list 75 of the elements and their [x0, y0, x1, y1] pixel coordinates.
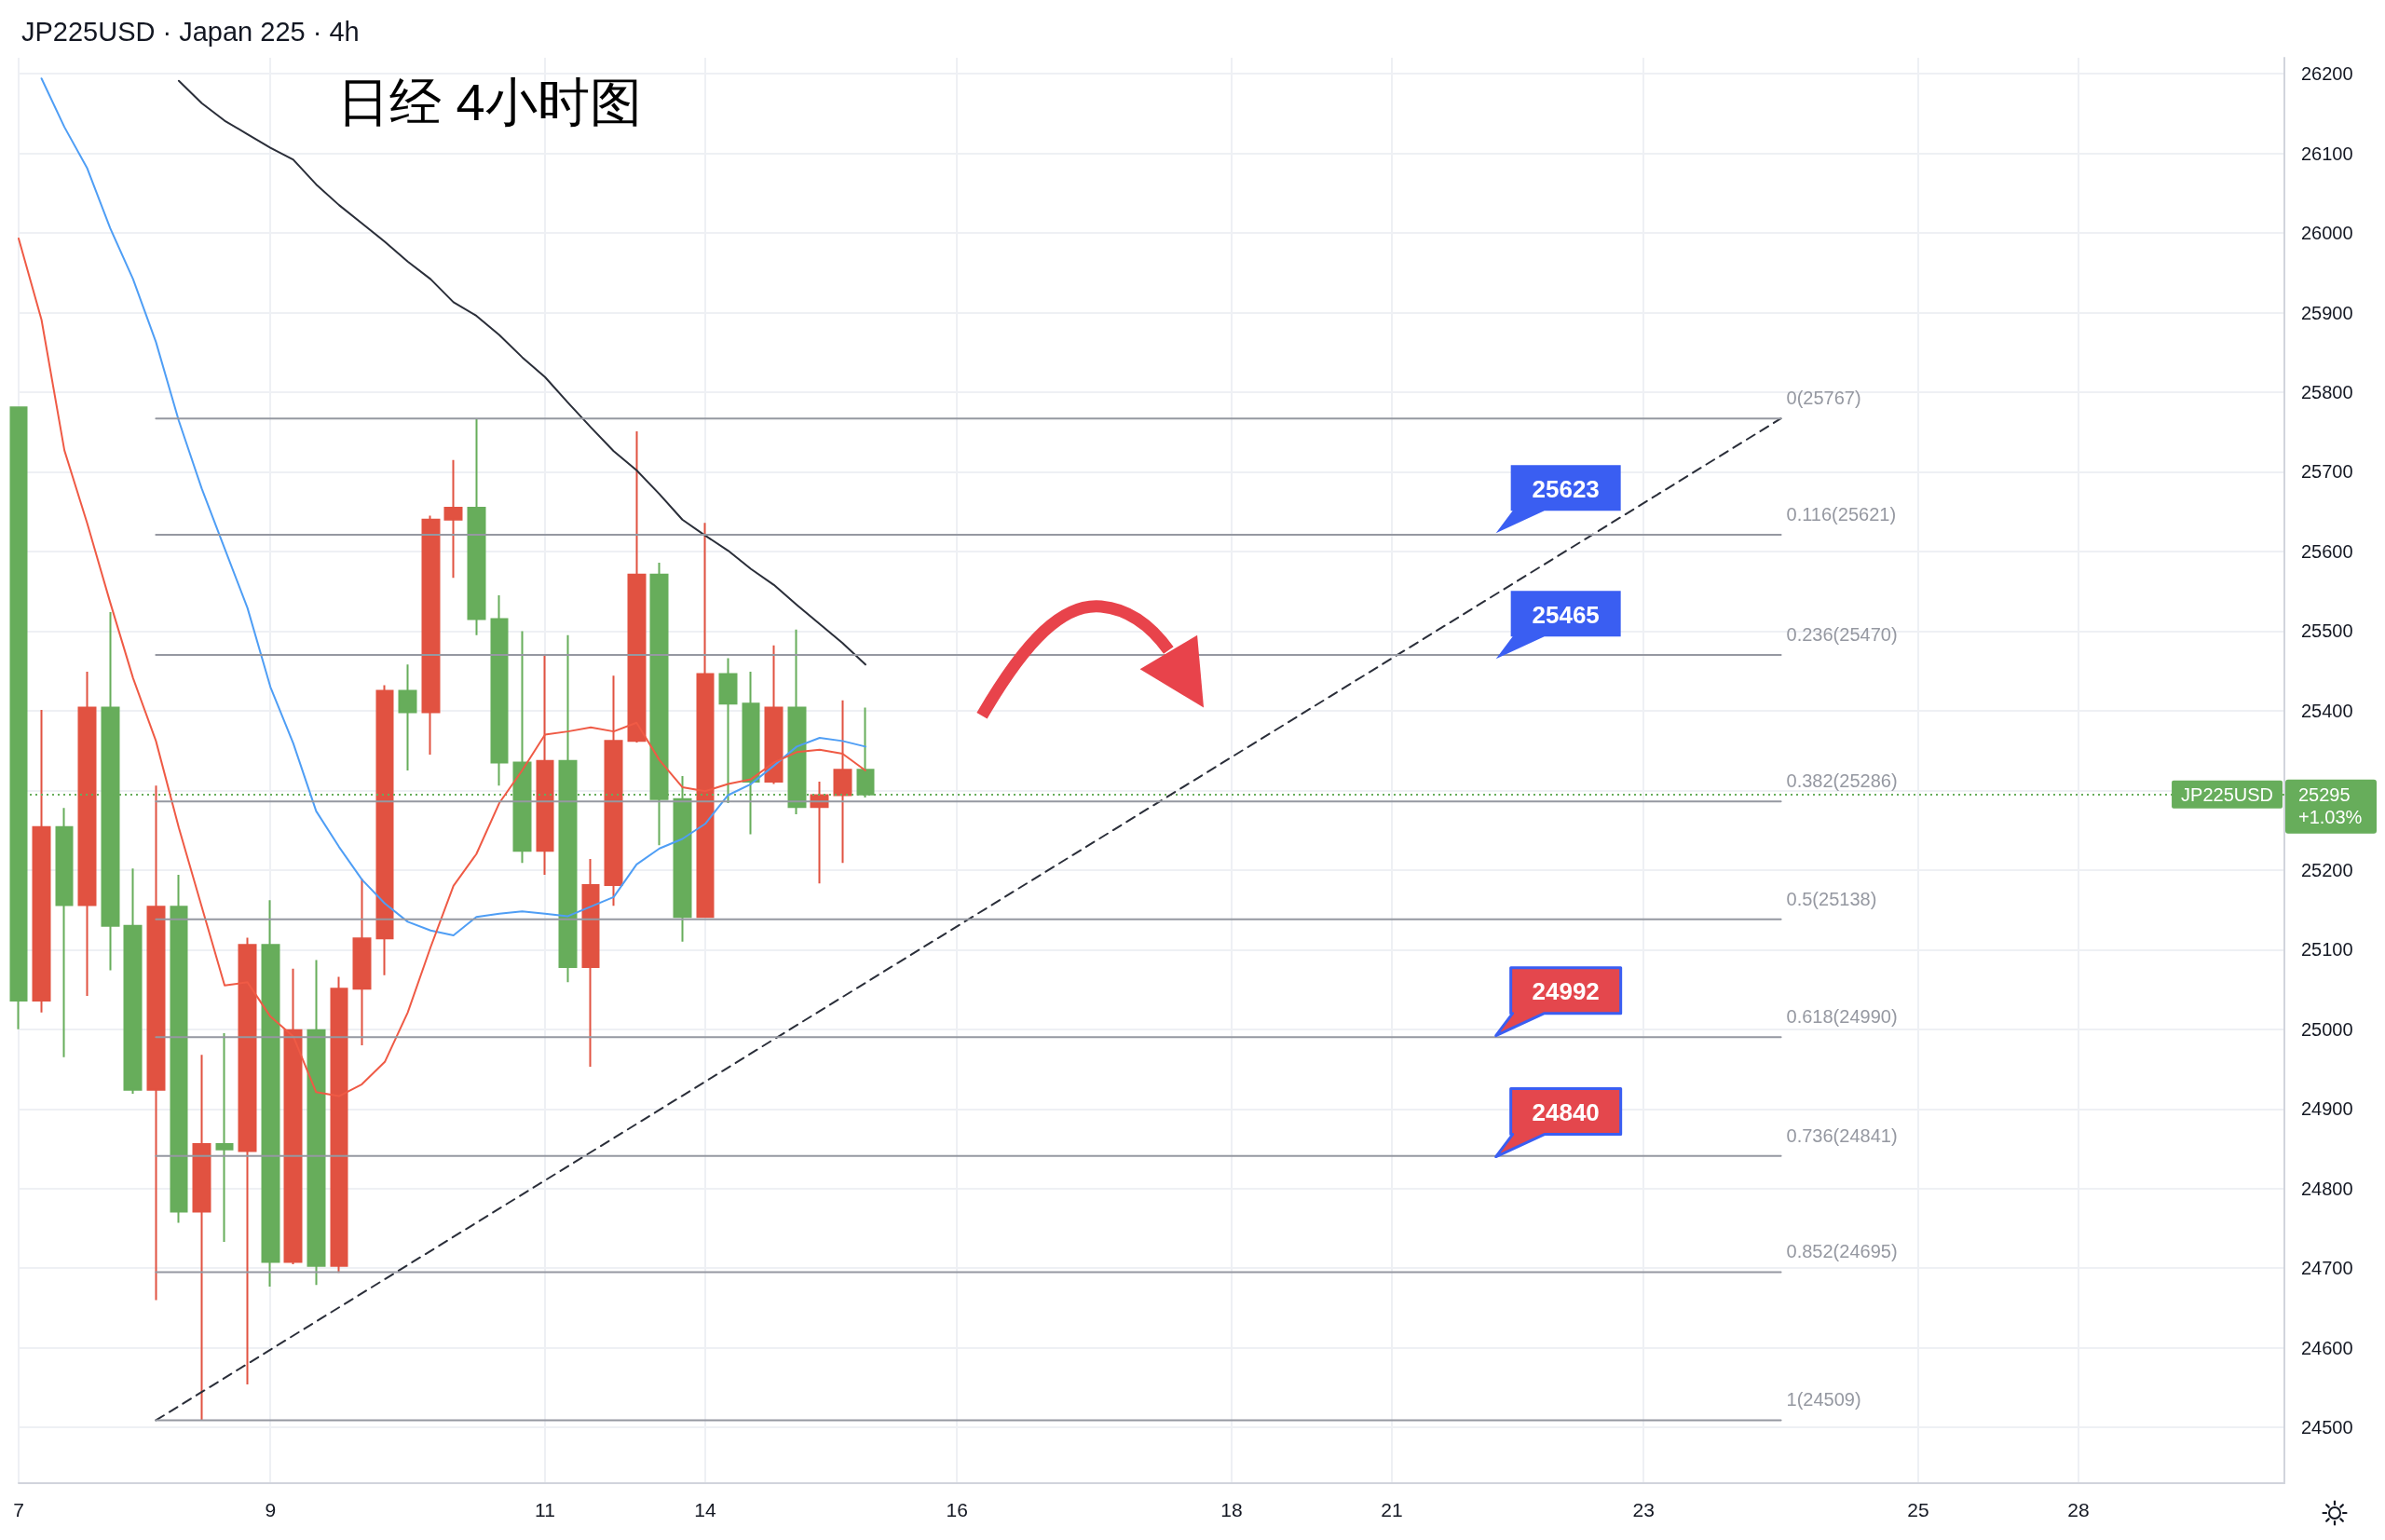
- series-label: 0.116(25621): [1786, 503, 1897, 525]
- candlestick: [467, 417, 486, 636]
- annotation: 24992: [1532, 977, 1600, 1006]
- series-label: 1(24509): [1786, 1389, 1861, 1411]
- x-tick-label: 21: [1381, 1499, 1403, 1520]
- series-label: 0.736(24841): [1786, 1124, 1898, 1146]
- text: 25295 +1.03%: [2298, 784, 2363, 827]
- candlestick: [307, 959, 326, 1287]
- ref-line-label: JP225USD: [2181, 784, 2273, 805]
- candlestick: [443, 458, 463, 579]
- candlestick: [696, 522, 715, 920]
- y-tick-label: 25900: [2301, 302, 2353, 323]
- y-tick-label: 24500: [2301, 1417, 2353, 1438]
- y-tick-label: 25600: [2301, 540, 2353, 562]
- candlestick: [77, 671, 97, 997]
- annotation: 25465: [1532, 600, 1600, 629]
- candlestick: [238, 936, 257, 1386]
- line-series: [18, 238, 866, 1097]
- y-tick-label: 25700: [2301, 461, 2353, 483]
- x-tick-label: 14: [694, 1499, 716, 1520]
- candlestick: [146, 784, 166, 1302]
- candlestick: [283, 967, 303, 1265]
- x-tick-label: 11: [535, 1499, 555, 1520]
- y-tick-label: 24700: [2301, 1258, 2353, 1279]
- x-tick-label: 23: [1632, 1499, 1655, 1520]
- y-tick-label: 24600: [2301, 1337, 2353, 1358]
- candlestick: [833, 699, 852, 865]
- y-tick-label: 25200: [2301, 859, 2353, 880]
- candlestick: [718, 657, 738, 805]
- annotation: 24840: [1532, 1098, 1600, 1127]
- candlestick: [810, 780, 829, 885]
- y-tick-label: 25000: [2301, 1018, 2353, 1040]
- candlestick: [215, 1032, 234, 1244]
- candlestick: [352, 878, 372, 1046]
- y-tick-label: 24800: [2301, 1178, 2353, 1199]
- y-tick-label: 25100: [2301, 939, 2353, 961]
- y-tick-label: 26100: [2301, 143, 2353, 164]
- line-series: [177, 79, 866, 666]
- candlestick: [536, 654, 554, 876]
- chart-title: 日经 4小时图: [337, 72, 642, 131]
- x-tick-label: 25: [1907, 1499, 1929, 1520]
- candlestick: [581, 857, 600, 1068]
- candlestick: [398, 663, 417, 771]
- candlestick: [764, 644, 784, 785]
- x-tick-label: 28: [2067, 1499, 2090, 1520]
- series-label: 0.382(25286): [1786, 770, 1898, 792]
- candlestick: [170, 873, 188, 1224]
- x-tick-label: 9: [265, 1499, 277, 1520]
- candlestick: [261, 899, 280, 1288]
- candlestick: [55, 807, 74, 1058]
- chart-subtitle: JP225USD · Japan 225 · 4h: [21, 16, 360, 47]
- series-label: 0.236(25470): [1786, 624, 1898, 646]
- series-label: 0(25767): [1786, 388, 1861, 409]
- y-tick-label: 25500: [2301, 620, 2353, 642]
- candlestick: [32, 709, 51, 1014]
- y-tick-label: 24900: [2301, 1098, 2353, 1120]
- series-label: 0.852(24695): [1786, 1241, 1898, 1262]
- candlestick: [604, 675, 623, 907]
- series-label: 0.618(24990): [1786, 1006, 1898, 1028]
- candlestick: [421, 514, 441, 756]
- candlestick: [490, 593, 509, 787]
- candlestick: [375, 684, 394, 976]
- y-tick-label: 25400: [2301, 700, 2353, 721]
- candlestick: [627, 429, 647, 744]
- y-tick-label: 25800: [2301, 381, 2353, 402]
- series-label: 0.5(25138): [1786, 888, 1877, 909]
- x-tick-label: 18: [1220, 1499, 1243, 1520]
- candlestick: [123, 867, 143, 1096]
- line-series: [40, 77, 866, 936]
- y-tick-label: 26200: [2301, 63, 2353, 85]
- x-tick-label: 7: [13, 1499, 24, 1520]
- candlestick: [192, 1054, 211, 1422]
- y-tick-label: 26000: [2301, 223, 2353, 244]
- x-tick-label: 16: [946, 1499, 968, 1520]
- annotation: 25623: [1532, 474, 1600, 503]
